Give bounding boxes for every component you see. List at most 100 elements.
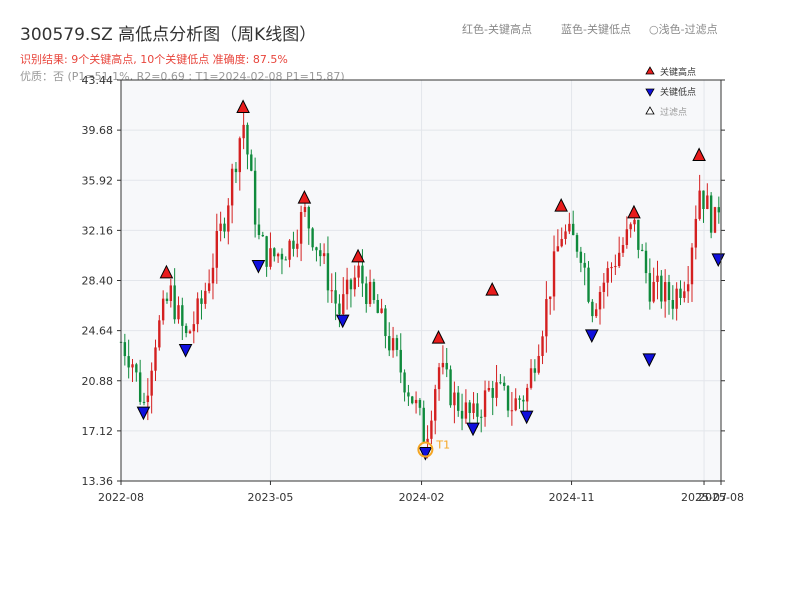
legend-low-label: 关键低点: [660, 86, 696, 98]
candle-body: [506, 385, 510, 411]
candle-body: [571, 223, 575, 236]
candle-body: [560, 238, 563, 247]
candle-body: [594, 309, 598, 317]
key-low-marker: [642, 353, 657, 367]
candle-body: [545, 299, 548, 337]
candle-body: [564, 231, 567, 239]
legend-high-icon: [645, 66, 655, 75]
candle-body: [717, 207, 721, 213]
candle-body: [127, 356, 130, 368]
candle-body: [227, 205, 230, 232]
candle-body: [326, 253, 330, 291]
candle-body: [472, 403, 475, 413]
key-low-marker: [418, 447, 433, 461]
candle-body: [349, 279, 353, 290]
candle-body: [253, 170, 257, 225]
candle-body: [211, 267, 215, 284]
candle-body: [158, 320, 161, 348]
y-tick-label: 32.16: [82, 224, 114, 237]
candle-body: [391, 338, 395, 351]
candle-body: [330, 290, 333, 292]
candle-body: [518, 398, 521, 400]
candle-body: [602, 282, 606, 292]
key-high-marker: [159, 264, 174, 279]
candle-body: [276, 253, 280, 257]
candle-body: [353, 277, 356, 290]
candle-body: [460, 410, 464, 419]
candle-body: [487, 388, 491, 391]
candle-body: [683, 291, 686, 298]
candle-body: [403, 372, 406, 393]
candle-body: [457, 392, 460, 411]
candle-body: [568, 223, 571, 232]
candle-body: [361, 265, 364, 284]
candle-body: [529, 368, 533, 388]
candle-body: [138, 372, 142, 402]
candle-body: [694, 218, 698, 248]
hint-filtered-circle-icon: ○: [649, 23, 659, 36]
candle-body: [437, 367, 441, 390]
candle-body: [357, 265, 360, 278]
candle-body: [342, 294, 345, 315]
candle-body: [280, 253, 284, 260]
candle-body: [483, 390, 487, 417]
candle-body: [644, 250, 648, 274]
t1-marker: [417, 441, 434, 458]
candle-body: [606, 268, 609, 283]
candle-body: [292, 240, 295, 249]
candle-body: [173, 285, 176, 320]
candle-body: [365, 283, 368, 304]
candle-body: [269, 248, 272, 267]
candle-body: [591, 301, 594, 317]
key-high-marker: [236, 99, 250, 114]
candle-body: [165, 298, 169, 301]
candle-body: [131, 364, 134, 368]
candle-body: [640, 249, 644, 251]
candle-body: [430, 420, 433, 439]
candle-body: [192, 324, 196, 332]
candle-body: [660, 275, 663, 302]
candle-body: [679, 288, 682, 298]
y-tick-label: 43.44: [82, 74, 114, 87]
candle-body: [541, 336, 544, 356]
candle-body: [480, 416, 483, 418]
candle-body: [250, 154, 253, 171]
candle-body: [713, 207, 717, 233]
candle-body: [445, 362, 448, 370]
candle-body: [414, 399, 418, 404]
candle-body: [526, 387, 529, 402]
candle-body: [675, 288, 678, 309]
candle-body: [468, 402, 471, 413]
candle-body: [583, 262, 586, 268]
key-low-marker: [335, 314, 350, 329]
candle-body: [503, 382, 506, 386]
candle-body: [449, 369, 452, 406]
key-low-marker: [519, 410, 534, 425]
x-tick-label: 2024-11: [549, 491, 595, 504]
candle-body: [123, 342, 127, 357]
pivot-markers: T1: [136, 99, 726, 461]
candle-body: [434, 389, 437, 421]
key-high-marker: [431, 330, 446, 344]
axes: 13.36 17.12 20.88 24.64 28.40 32.16 35.92 39.68…: [82, 74, 744, 504]
candle-body: [188, 331, 192, 334]
y-tick-label: 17.12: [82, 425, 114, 438]
candle-body: [453, 392, 456, 406]
candle-body: [319, 250, 322, 257]
candle-body: [598, 291, 602, 310]
candle-body: [315, 247, 318, 251]
candle-body: [610, 266, 613, 269]
candle-body: [407, 392, 410, 397]
candle-body: [265, 236, 268, 267]
candle-body: [177, 305, 180, 320]
candle-body: [706, 195, 709, 209]
candle-body: [614, 266, 617, 268]
key-high-marker: [554, 198, 568, 212]
candle-body: [384, 308, 387, 337]
key-low-marker: [466, 422, 480, 437]
key-low-marker: [178, 343, 193, 358]
candle-body: [161, 298, 165, 321]
candle-body: [537, 355, 540, 373]
candle-body: [575, 235, 579, 252]
candle-body: [150, 370, 153, 396]
